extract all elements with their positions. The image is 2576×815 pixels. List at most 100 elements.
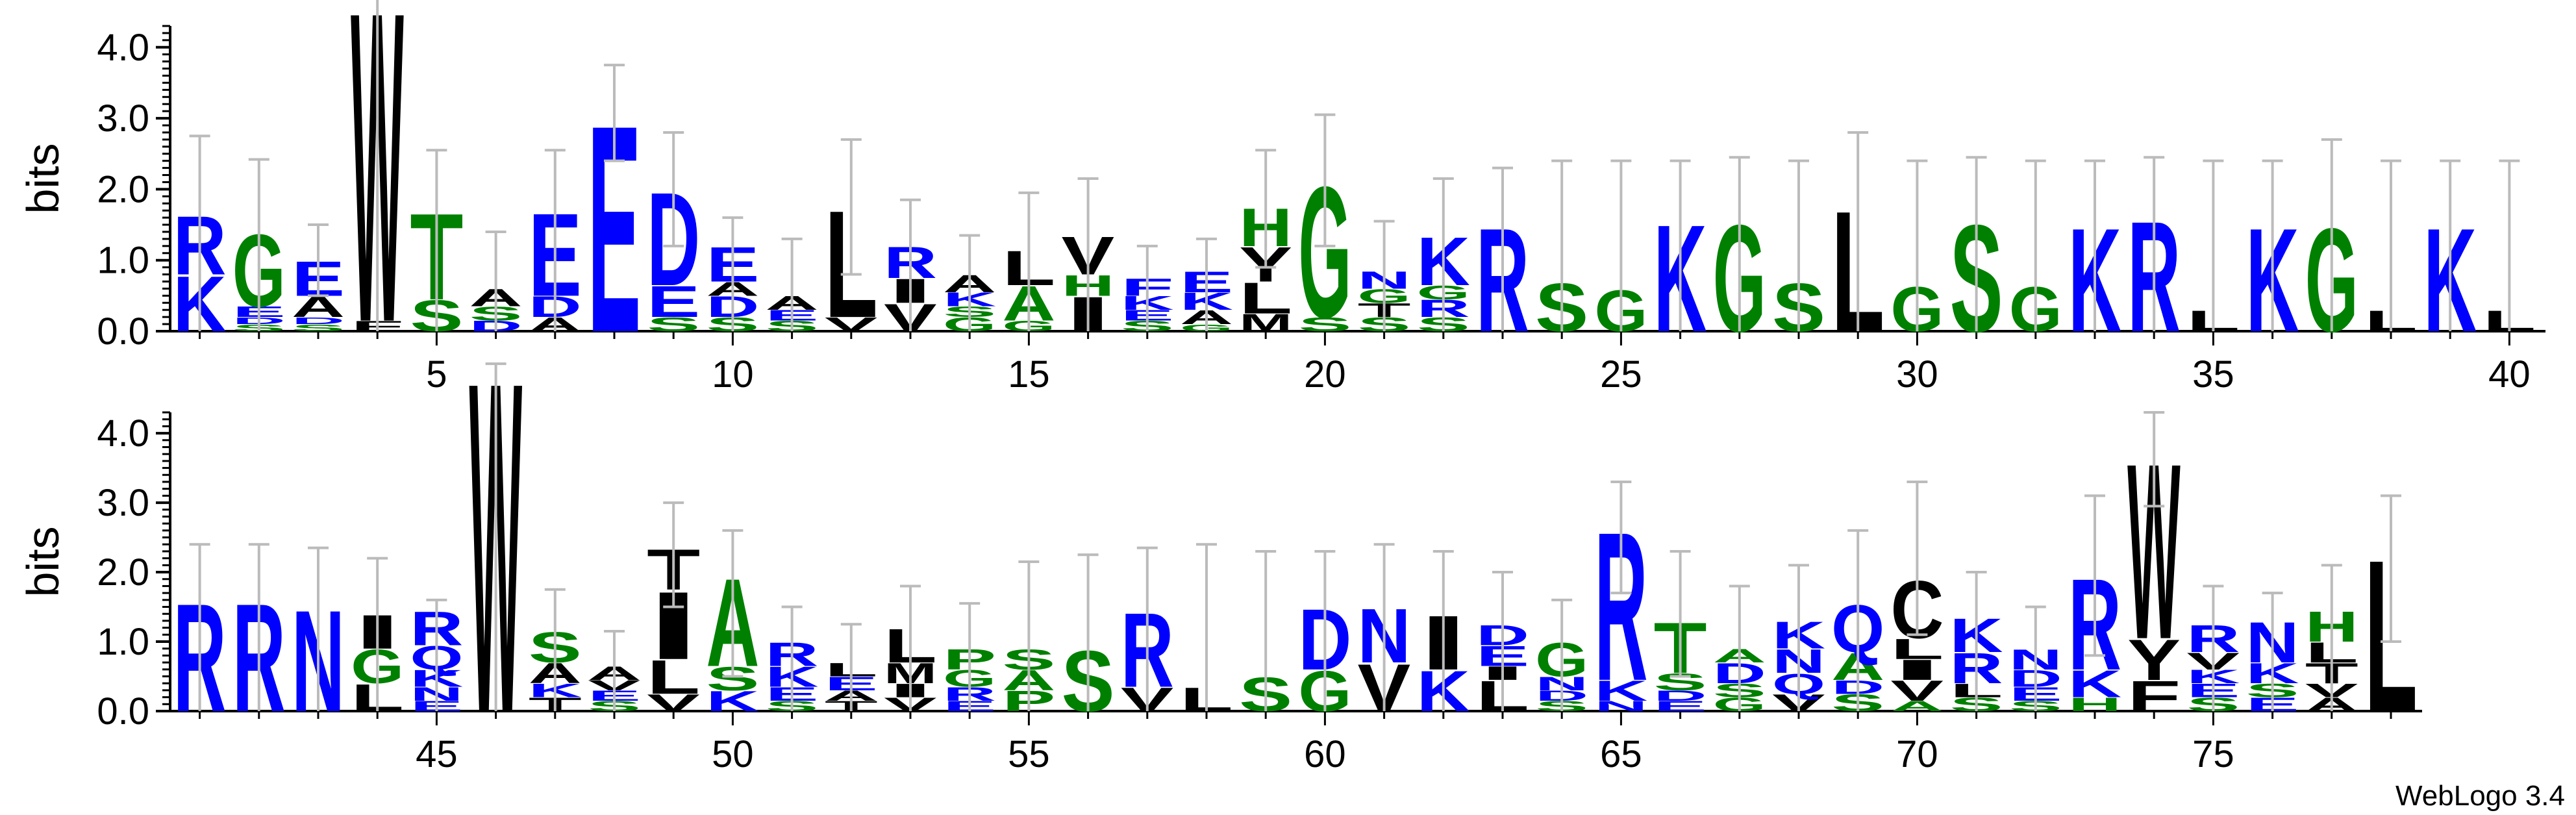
logo-letter-D: D [1654, 688, 1707, 704]
logo-column-16: IHV [1062, 177, 1115, 342]
y-tick-label: 4.0 [97, 412, 149, 455]
logo-column-77: AVTLH [2305, 564, 2358, 715]
x-tick-label: 55 [1008, 733, 1050, 775]
x-tick-label: 50 [712, 733, 754, 775]
logo-column-43: N [292, 546, 345, 742]
error-bar [1196, 543, 1217, 711]
logo-column-33: K [2068, 159, 2121, 363]
error-bar [485, 230, 506, 331]
logo-column-52: TAEL [825, 623, 878, 714]
error-bar [1551, 159, 1573, 331]
logo-column-58: L [1180, 543, 1233, 718]
error-bar [604, 64, 625, 162]
error-bar [1669, 159, 1691, 331]
error-bar [959, 234, 981, 331]
logo-column-62: KI [1417, 549, 1470, 723]
logo-column-26: K [1654, 159, 1707, 364]
logo-letter-E: E [647, 277, 700, 327]
logo-column-55: PAS [1002, 560, 1055, 718]
error-bar [959, 602, 981, 711]
logo-letter-F: F [2127, 672, 2181, 720]
error-bar [2381, 159, 2401, 331]
x-tick-label: 5 [426, 353, 447, 395]
error-bar [544, 149, 566, 331]
error-bar [1373, 543, 1395, 711]
logo-column-6: DSA [469, 230, 523, 334]
logo-column-40: L [2482, 159, 2536, 338]
y-axis-label: bits [18, 144, 68, 214]
logo-column-18: GAKE [1180, 237, 1233, 333]
y-tick-label: 0.0 [97, 690, 149, 733]
logo-letter-V: V [1890, 675, 1944, 707]
error-bar [1432, 177, 1454, 331]
y-tick-label: 3.0 [97, 97, 149, 140]
error-bar [189, 543, 210, 711]
logo-letter-V: V [647, 690, 700, 716]
error-bar [248, 158, 269, 331]
logo-column-78: L [2364, 494, 2418, 757]
logo-column-59: S [1239, 549, 1292, 721]
x-tick-label: 45 [416, 733, 458, 775]
error-bar [663, 501, 684, 608]
error-bar [2321, 138, 2342, 331]
error-bar [2025, 605, 2046, 711]
logo-panel-2: 0.01.02.03.04.0bits45505560657075RRNLGIE… [18, 283, 2422, 811]
error-bar [2203, 584, 2224, 711]
logo-letter-Y: Y [2127, 627, 2181, 692]
y-tick-label: 1.0 [97, 240, 149, 282]
logo-column-45: ENKQR [410, 598, 463, 714]
error-bar [1729, 584, 1750, 711]
error-bar [308, 223, 329, 297]
error-bar [2144, 156, 2165, 331]
logo-column-51: SEKR [766, 605, 819, 714]
logo-column-28: S [1772, 159, 1825, 346]
logo-column-54: ERGP [943, 602, 996, 714]
logo-letter-D: D [292, 316, 345, 327]
x-tick-label: 70 [1896, 733, 1938, 775]
logo-column-9: SED [647, 131, 700, 335]
logo-column-7: ADE [529, 149, 582, 336]
error-bar [1788, 564, 1809, 711]
logo-column-53: VIML [884, 584, 937, 715]
error-bar [722, 216, 744, 331]
logo-column-27: G [1713, 156, 1766, 364]
logo-column-73: HKR [2068, 494, 2121, 715]
error-bar [2084, 494, 2105, 657]
logo-column-31: S [1950, 156, 2003, 364]
logo-column-46: W [469, 283, 523, 811]
logo-column-32: G [2009, 159, 2062, 345]
error-bar [1077, 177, 1099, 331]
logo-column-42: R [232, 543, 286, 744]
error-bar [1255, 549, 1277, 711]
logo-column-60: GD [1298, 549, 1351, 723]
logo-column-4: FW [351, 0, 405, 416]
logo-letter-L: L [647, 651, 700, 705]
error-bar [544, 588, 566, 711]
error-bar [1255, 149, 1277, 269]
error-bar [2381, 494, 2401, 644]
logo-column-57: VR [1121, 546, 1174, 718]
logo-column-74: FYW [2127, 411, 2181, 720]
logo-column-35: L [2186, 159, 2240, 338]
logo-column-17: SEKF [1121, 244, 1174, 334]
error-bar [308, 546, 329, 711]
logo-column-56: S [1062, 553, 1115, 730]
logo-letter-E: E [1654, 698, 1707, 714]
error-bar [900, 584, 921, 711]
error-bar [2144, 411, 2165, 508]
logo-column-34: R [2127, 156, 2181, 366]
error-bar [2262, 159, 2283, 331]
logo-column-41: R [173, 543, 227, 744]
logo-letter-K: K [1594, 675, 1647, 707]
logo-letter-K: K [706, 685, 759, 718]
logo-column-72: SEDN [2009, 605, 2062, 714]
